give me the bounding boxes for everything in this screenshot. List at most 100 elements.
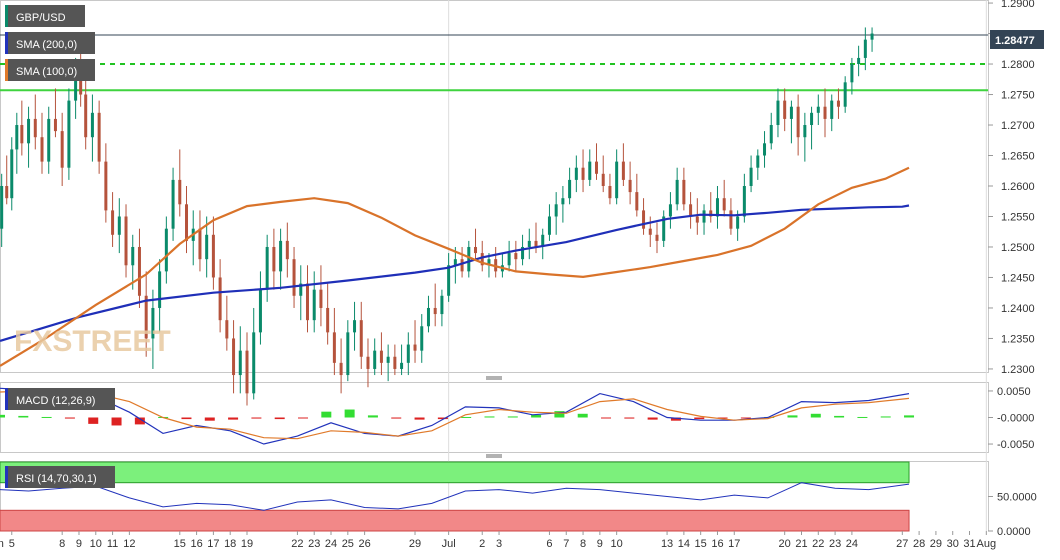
- candle-bearish: [655, 234, 659, 241]
- candle-bearish: [689, 204, 693, 217]
- candle-bearish: [79, 76, 83, 95]
- time-axis-band: [0, 531, 1060, 555]
- x-tick-label: 19: [241, 538, 253, 550]
- candle-bullish: [67, 100, 71, 168]
- candle-bullish: [353, 320, 357, 333]
- candle-bullish: [810, 112, 814, 126]
- candle-bullish: [400, 362, 404, 369]
- macd-hist-bar-positive: [810, 413, 821, 418]
- candle-bearish: [729, 210, 733, 229]
- price-y-tick-label: 1.2550: [1001, 211, 1035, 223]
- x-tick-label: 15: [695, 538, 707, 550]
- price-y-tick-label: 1.2450: [1001, 272, 1035, 284]
- candle-bullish: [346, 332, 350, 376]
- macd-hist-bar-positive: [321, 411, 332, 418]
- legend-sma100-tag[interactable]: SMA (100,0): [5, 59, 95, 81]
- candle-bullish: [816, 106, 820, 113]
- candle-bullish: [467, 246, 471, 272]
- rsi-line: [0, 482, 910, 511]
- candle-bearish: [581, 167, 585, 180]
- candle-bullish: [453, 259, 457, 266]
- candle-bearish: [144, 295, 148, 339]
- candle-bearish: [339, 362, 343, 376]
- price-macd-divider-handle[interactable]: [486, 376, 502, 380]
- candle-bearish: [359, 320, 363, 357]
- candle-bullish: [561, 198, 565, 205]
- candle-bearish: [393, 356, 397, 369]
- price-y-tick-label: 1.2900: [1001, 0, 1035, 10]
- macd-hist-bar-positive: [857, 416, 868, 418]
- x-tick-label: 29: [930, 538, 942, 550]
- candle-bullish: [749, 167, 753, 186]
- candle-bullish: [857, 57, 861, 65]
- x-tick-label: 5: [9, 538, 15, 550]
- macd-hist-bar-negative: [414, 417, 425, 420]
- x-tick-label: 23: [308, 538, 320, 550]
- macd-hist-bar-negative: [601, 417, 612, 419]
- rsi-label: RSI (14,70,30,1): [16, 473, 97, 485]
- x-tick-label: 6: [546, 538, 552, 550]
- x-tick-label: 8: [580, 538, 586, 550]
- candle-bullish: [662, 216, 666, 241]
- candle-bullish: [447, 265, 451, 296]
- candle-bullish: [258, 289, 262, 333]
- x-tick-label: 27: [896, 538, 908, 550]
- x-tick-label: 24: [846, 538, 858, 550]
- x-tick-label: 8: [59, 538, 65, 550]
- candle-bullish: [386, 356, 390, 363]
- rsi-y-tick-label: 0.0000: [997, 526, 1031, 538]
- x-tick-label: 9: [597, 538, 603, 550]
- legend-macd-tag[interactable]: MACD (12,26,9): [5, 388, 115, 410]
- candle-bullish: [0, 186, 4, 229]
- price-y-tick-label: 1.2500: [1001, 242, 1035, 254]
- macd-hist-bar-positive: [904, 415, 915, 418]
- candle-bearish: [53, 118, 57, 132]
- macd-y-tick-label: -0.0050: [997, 439, 1034, 451]
- candle-bullish: [789, 106, 793, 119]
- candle-bearish: [534, 240, 538, 247]
- x-tick-label: 31: [963, 538, 975, 550]
- legend-sma200-tag[interactable]: SMA (200,0): [5, 32, 95, 54]
- candle-bearish: [198, 228, 202, 260]
- price-y-tick-label: 1.2650: [1001, 151, 1035, 163]
- candle-bullish: [406, 344, 410, 363]
- candle-bullish: [117, 216, 121, 235]
- candle-bullish: [47, 118, 51, 162]
- candle-bullish: [521, 246, 525, 260]
- x-tick-label: 17: [728, 538, 740, 550]
- candle-bearish: [709, 210, 713, 217]
- x-tick-label: 13: [661, 538, 673, 550]
- macd-hist-bar-positive: [344, 409, 355, 418]
- macd-rsi-divider-handle[interactable]: [486, 454, 502, 458]
- price-y-tick-label: 1.2300: [1001, 364, 1035, 376]
- candle-bullish: [702, 210, 706, 223]
- x-tick-label: 21: [795, 538, 807, 550]
- candle-bearish: [366, 356, 370, 369]
- candle-bullish: [574, 167, 578, 180]
- legend-pair-tag: GBP/USD: [5, 5, 85, 27]
- candle-bullish: [158, 271, 162, 308]
- x-tick-label: 23: [829, 538, 841, 550]
- last-price-label: 1.28477: [995, 35, 1035, 47]
- macd-hist-bar-positive: [41, 416, 52, 418]
- legend-rsi-tag[interactable]: RSI (14,70,30,1): [5, 466, 115, 488]
- x-tick-label: 7: [563, 538, 569, 550]
- candle-bullish: [870, 33, 874, 40]
- candle-bullish: [131, 246, 135, 266]
- x-tick-label: Jul: [442, 538, 456, 550]
- macd-hist-bar-negative: [181, 417, 192, 420]
- candle-bullish: [10, 149, 14, 199]
- macd-hist-bar-negative: [64, 417, 75, 419]
- price-y-tick-label: 1.2700: [1001, 120, 1035, 132]
- candle-bearish: [783, 100, 787, 119]
- macd-hist-bar-positive: [367, 415, 378, 418]
- x-tick-label: 17: [207, 538, 219, 550]
- candle-bearish: [218, 277, 222, 321]
- candle-bearish: [178, 179, 182, 205]
- candle-bearish: [137, 246, 141, 296]
- macd-hist-bar-negative: [437, 417, 448, 420]
- candle-bullish: [27, 118, 31, 144]
- macd-hist-bar-negative: [298, 417, 309, 419]
- x-tick-label: 30: [947, 538, 959, 550]
- macd-hist-bar-negative: [204, 417, 215, 421]
